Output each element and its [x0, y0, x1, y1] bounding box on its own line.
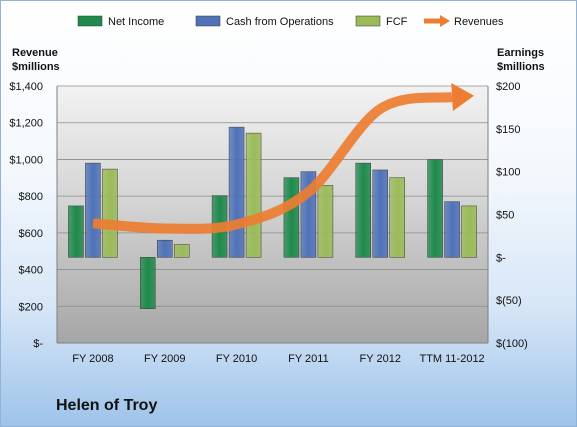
right-tick-label: $200 [496, 81, 520, 93]
bar-fcf [317, 185, 334, 258]
x-tick-label: FY 2010 [216, 353, 257, 365]
bar-cash-from-operations [372, 169, 388, 258]
bar-net-income [427, 159, 443, 258]
bar-cash-from-operations [157, 239, 173, 258]
x-tick-label: FY 2008 [72, 353, 113, 365]
left-tick-label: $400 [19, 265, 43, 277]
left-tick-label: $1,000 [9, 154, 43, 166]
bar-net-income [140, 257, 156, 309]
x-tick-label: TTM 11-2012 [419, 353, 484, 365]
revenues-line [92, 92, 453, 234]
left-tick-label: $200 [19, 301, 43, 313]
legend-swatch [77, 15, 103, 27]
left-tick-label: $1,200 [9, 118, 43, 130]
chart-title: Helen of Troy [56, 397, 158, 414]
right-axis-title: Earnings $millions [497, 47, 545, 73]
bar-cash-from-operations [228, 126, 245, 258]
bar-fcf [102, 168, 118, 258]
bar-cash-from-operations [444, 201, 460, 258]
legend-label: Cash from Operations [226, 16, 334, 28]
bar-net-income [355, 162, 371, 258]
right-tick-label: $(50) [496, 295, 522, 307]
legend-swatch [195, 15, 221, 27]
bar-cash-from-operations [85, 162, 101, 258]
left-axis-title: Revenue $millions [12, 47, 60, 73]
bar-fcf [461, 205, 477, 258]
x-tick-label: FY 2011 [288, 353, 329, 365]
left-tick-label: $800 [19, 191, 43, 203]
bar-fcf [389, 177, 405, 258]
legend-arrowhead [440, 15, 450, 27]
revenues-arrowhead [451, 83, 475, 111]
x-tick-label: FY 2009 [144, 353, 185, 365]
legend-label: Net Income [108, 16, 164, 28]
bar-net-income [283, 177, 300, 258]
bar-fcf [245, 132, 262, 258]
bar-net-income [68, 205, 84, 258]
bar-fcf [174, 244, 190, 258]
left-tick-label: $- [33, 338, 43, 350]
legend-label: FCF [386, 16, 408, 28]
right-tick-label: $150 [496, 124, 520, 136]
right-tick-label: $50 [496, 210, 514, 222]
right-tick-label: $- [496, 252, 506, 264]
x-tick-label: FY 2012 [360, 353, 401, 365]
legend-label: Revenues [454, 16, 504, 28]
right-tick-label: $100 [496, 167, 520, 179]
left-tick-label: $1,400 [9, 81, 43, 93]
right-tick-label: $(100) [496, 338, 528, 350]
left-tick-label: $600 [19, 228, 43, 240]
legend-swatch [355, 15, 381, 27]
